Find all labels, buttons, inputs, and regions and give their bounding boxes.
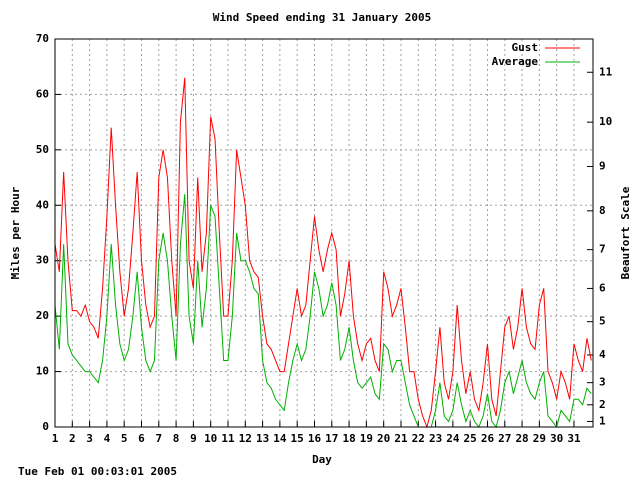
x-tick-label: 5 xyxy=(121,432,128,445)
y-tick-label: 70 xyxy=(36,32,49,45)
x-tick-label: 17 xyxy=(325,432,338,445)
x-tick-label: 12 xyxy=(239,432,252,445)
x-tick-label: 27 xyxy=(498,432,511,445)
x-tick-label: 23 xyxy=(429,432,442,445)
y2-tick-label: 11 xyxy=(599,65,613,78)
x-tick-label: 13 xyxy=(256,432,269,445)
x-tick-label: 24 xyxy=(446,432,460,445)
chart-title: Wind Speed ending 31 January 2005 xyxy=(213,11,432,24)
x-tick-label: 31 xyxy=(567,432,581,445)
x-tick-label: 21 xyxy=(394,432,408,445)
y2-tick-label: 5 xyxy=(599,315,606,328)
footer: Tue Feb 01 00:03:01 2005 xyxy=(18,465,177,478)
x-tick-label: 30 xyxy=(550,432,563,445)
series-line xyxy=(54,194,592,429)
x-tick-label: 2 xyxy=(69,432,76,445)
y2-tick-label: 3 xyxy=(599,376,606,389)
x-tick-label: 28 xyxy=(515,432,528,445)
x-tick-label: 29 xyxy=(533,432,546,445)
y2-tick-label: 1 xyxy=(599,414,606,427)
y-tick-label: 10 xyxy=(36,365,49,378)
y-tick-label: 30 xyxy=(36,254,49,267)
x-tick-label: 15 xyxy=(291,432,304,445)
x-tick-label: 7 xyxy=(155,432,162,445)
y2-tick-label: 9 xyxy=(599,159,606,172)
y2-axis-label: Beaufort Scale xyxy=(619,186,632,279)
legend-label: Gust xyxy=(512,41,539,54)
y-tick-label: 40 xyxy=(36,198,49,211)
x-tick-label: 22 xyxy=(412,432,425,445)
y2-tick-label: 10 xyxy=(599,115,612,128)
x-tick-label: 8 xyxy=(173,432,180,445)
series-line xyxy=(54,77,592,429)
x-tick-label: 26 xyxy=(481,432,495,445)
y-axis-label: Miles per Hour xyxy=(9,186,22,279)
x-tick-label: 6 xyxy=(138,432,145,445)
x-tick-label: 25 xyxy=(464,432,477,445)
x-tick-label: 18 xyxy=(342,432,355,445)
plot-frame xyxy=(54,38,594,428)
y-tick-label: 60 xyxy=(36,87,49,100)
legend-label: Average xyxy=(492,55,539,68)
y2-tick-label: 4 xyxy=(599,348,606,361)
x-tick-label: 11 xyxy=(221,432,235,445)
y2-tick-label: 6 xyxy=(599,281,606,294)
x-tick-label: 14 xyxy=(273,432,287,445)
y2-tick-label: 7 xyxy=(599,243,606,256)
x-tick-label: 4 xyxy=(104,432,111,445)
y-tick-label: 50 xyxy=(36,143,49,156)
y2-tick-label: 2 xyxy=(599,398,606,411)
x-tick-label: 20 xyxy=(377,432,390,445)
x-tick-label: 19 xyxy=(360,432,373,445)
x-tick-label: 16 xyxy=(308,432,322,445)
x-tick-label: 1 xyxy=(52,432,59,445)
x-tick-label: 9 xyxy=(190,432,197,445)
y-tick-label: 0 xyxy=(42,420,49,433)
y2-tick-label: 8 xyxy=(599,204,606,217)
x-tick-label: 3 xyxy=(86,432,93,445)
y-tick-label: 20 xyxy=(36,309,49,322)
x-tick-label: 10 xyxy=(204,432,217,445)
x-axis-label: Day xyxy=(312,453,332,466)
